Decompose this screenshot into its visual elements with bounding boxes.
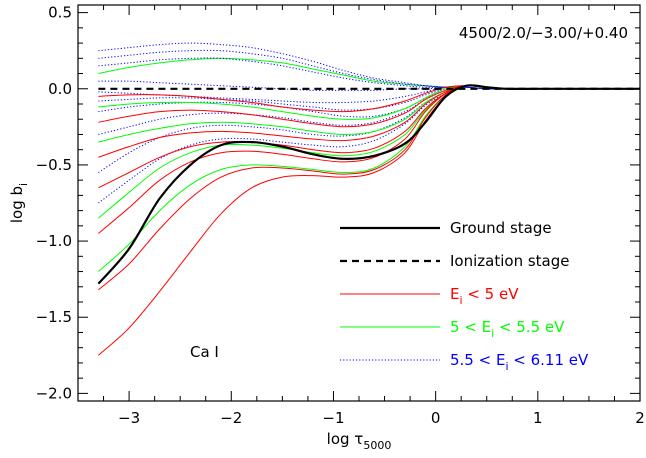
- series-line-blue-6: [98, 80, 640, 91]
- legend-label-main: E: [450, 285, 459, 303]
- y-tick-label: −1.5: [36, 308, 72, 326]
- legend-label-sub: i: [505, 360, 508, 373]
- axes-layer: −3 −2 −1 0 1 2 0.5 0.0 −0.5 −1.0 −1.5 −2.0 log τ5000…: [8, 4, 645, 452]
- legend-label-sub: i: [459, 294, 462, 307]
- x-tick-label: 1: [533, 409, 543, 427]
- series-line-green-16: [98, 84, 640, 272]
- plot-frame: [77, 4, 641, 402]
- legend-label-rest: < 5.5 eV: [494, 318, 565, 336]
- series-line-blue-4: [98, 49, 640, 90]
- legend-label-main: 5.5 < E: [450, 351, 505, 369]
- series-line-blue-11: [98, 85, 640, 173]
- series-line-red-18: [98, 85, 640, 128]
- species-label: Ca I: [190, 343, 219, 361]
- series-line-red-21: [98, 84, 640, 234]
- legend-label-main: Ionization stage: [450, 252, 569, 270]
- series-line-red-20: [98, 84, 640, 189]
- series-line-red-23: [98, 84, 640, 356]
- series-line-green-15: [98, 84, 640, 219]
- series-line-red-19: [98, 85, 640, 158]
- legend-label-rest: < 5 eV: [463, 285, 520, 303]
- series-line-ground-0: [97, 84, 640, 285]
- x-tick-label: 0: [431, 409, 441, 427]
- x-axis-label-sub: 5000: [363, 439, 391, 452]
- legend-label-rest: < 6.11 eV: [509, 351, 589, 369]
- legend: Ground stage Ionization stage Ei < 5 eV 5 <…: [340, 219, 589, 373]
- series-line-blue-12: [98, 84, 640, 204]
- legend-label-main: 5 < E: [450, 318, 491, 336]
- model-annotation: 4500/2.0/−3.00/+0.40: [459, 24, 628, 42]
- x-tick-label: 2: [635, 409, 645, 427]
- x-axis-label: log τ5000: [327, 430, 392, 452]
- text-layer: 4500/2.0/−3.00/+0.40 Ca I: [190, 24, 628, 361]
- legend-label-ground: Ground stage: [450, 219, 552, 237]
- y-tick-label: −2.0: [36, 384, 72, 402]
- series-line-green-2: [98, 57, 640, 90]
- legend-label-sub: i: [491, 327, 494, 340]
- legend-label-blue: 5.5 < Ei < 6.11 eV: [450, 351, 589, 373]
- series-line-blue-5: [98, 57, 640, 90]
- y-axis-label-main: log b: [8, 186, 26, 223]
- x-tick-label: −2: [220, 409, 242, 427]
- y-tick-label: 0.5: [48, 4, 72, 22]
- series-line-blue-9: [98, 85, 640, 118]
- y-tick-label: −0.5: [36, 156, 72, 174]
- y-tick-label: 0.0: [48, 80, 72, 98]
- x-axis-label-main: log τ: [327, 430, 364, 448]
- series-line-green-13: [98, 85, 640, 120]
- legend-label-ion: Ionization stage: [450, 252, 569, 270]
- x-tick-label: −1: [322, 409, 344, 427]
- series-line-green-14: [98, 85, 640, 143]
- series-layer: [97, 42, 640, 356]
- legend-label-green: 5 < Ei < 5.5 eV: [450, 318, 565, 340]
- legend-label-red: Ei < 5 eV: [450, 285, 519, 307]
- x-tick-label: −3: [118, 409, 140, 427]
- legend-label-main: Ground stage: [450, 219, 552, 237]
- y-axis-label-sub: i: [17, 183, 30, 186]
- y-tick-label: −1.0: [36, 232, 72, 250]
- y-axis-label: log bi: [8, 183, 30, 223]
